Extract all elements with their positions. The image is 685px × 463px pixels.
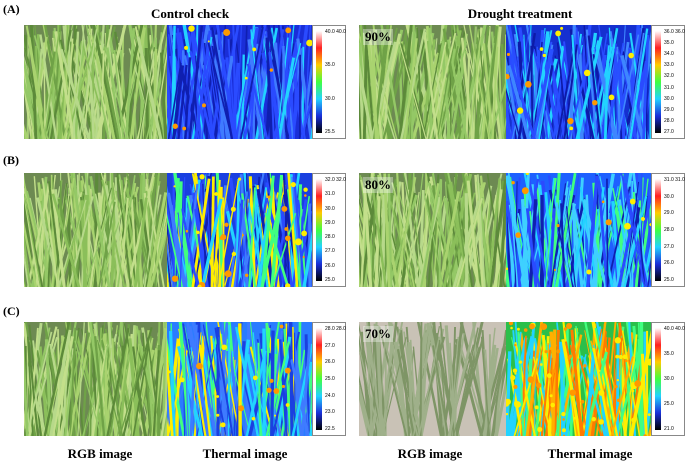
scale-tick-label: 40.0 40.0 bbox=[664, 326, 685, 332]
scale-tick-label: 32.0 32.0 bbox=[325, 177, 346, 183]
scale-tick-label: 23.0 bbox=[325, 409, 335, 416]
scale-tick-label: 35.0 bbox=[664, 40, 674, 47]
scale-tick-label: 26.0 bbox=[325, 262, 335, 269]
control-thermal-photo bbox=[167, 322, 312, 436]
scale-tick-label: 31.0 bbox=[325, 191, 335, 198]
scale-tick-label: 36.0 36.0 bbox=[664, 29, 685, 35]
scale-tick-label: 25.0 bbox=[325, 277, 335, 283]
color-gradient bbox=[316, 328, 322, 430]
scale-tick-label: 25.0 bbox=[664, 401, 674, 407]
drought-rgb-photo bbox=[359, 322, 506, 436]
scale-tick-label: 27.0 bbox=[325, 342, 335, 349]
scale-tick-label: 31.0 bbox=[664, 84, 674, 91]
control-rgb-photo bbox=[24, 173, 167, 287]
scale-tick-label: 28.0 bbox=[664, 117, 674, 124]
control-thermal-photo bbox=[167, 25, 312, 139]
color-gradient bbox=[316, 179, 322, 281]
scale-tick-label: 25.0 bbox=[664, 277, 674, 283]
row-label-a: (A) bbox=[3, 2, 20, 16]
scale-tick-label: 21.0 bbox=[664, 426, 674, 432]
scale-tick-label: 30.0 bbox=[664, 376, 674, 382]
scale-tick-label: 28.0 bbox=[664, 227, 674, 233]
scale-tick-label: 35.0 bbox=[664, 351, 674, 357]
row-label-c: (C) bbox=[3, 304, 20, 318]
scale-tick-label: 29.0 bbox=[664, 106, 674, 113]
temperature-scale-bar: 36.0 36.0 35.0 34.0 33.0 32.0 31.0 30.0 29.0 28.… bbox=[651, 25, 685, 139]
control-rgb-photo bbox=[24, 25, 167, 139]
temperature-scale-bar: 40.0 40.0 35.0 30.0 25.5 bbox=[312, 25, 346, 139]
temperature-scale-bar: 32.0 32.0 31.0 30.0 29.0 28.0 27.0 26.0 25.0 bbox=[312, 173, 346, 287]
control-rgb-photo bbox=[24, 322, 167, 436]
color-gradient bbox=[655, 179, 661, 281]
scale-tick-label: 30.0 bbox=[664, 193, 674, 200]
scale-tick-label: 28.0 28.0 bbox=[325, 326, 346, 332]
drought-thermal-photo bbox=[506, 173, 651, 287]
scale-tick-label: 28.0 bbox=[325, 234, 335, 241]
temperature-scale-bar: 31.0 31.0 30.0 29.0 28.0 27.0 26.0 25.0 bbox=[651, 173, 685, 287]
scale-tick-label: 30.0 bbox=[664, 95, 674, 102]
scale-tick-label: 25.5 bbox=[325, 129, 335, 135]
color-gradient bbox=[655, 31, 661, 133]
water-level-percent-label: 80% bbox=[363, 177, 393, 193]
drought-thermal-photo bbox=[506, 25, 651, 139]
water-level-percent-label: 90% bbox=[363, 29, 393, 45]
scale-tick-label: 25.0 bbox=[325, 376, 335, 382]
scale-tick-label: 30.0 bbox=[325, 95, 335, 102]
scale-tick-label: 29.0 bbox=[664, 210, 674, 217]
thermal-image-caption-left: Thermal image bbox=[202, 446, 288, 461]
scale-tick-label: 34.0 bbox=[664, 51, 674, 58]
scale-tick-label: 26.0 bbox=[664, 260, 674, 267]
scale-tick-label: 29.0 bbox=[325, 219, 335, 226]
rgb-image-caption-left: RGB image bbox=[67, 446, 133, 461]
drought-thermal-photo bbox=[506, 322, 651, 436]
temperature-scale-bar: 28.0 28.0 27.0 26.0 25.0 24.0 23.0 22.5 bbox=[312, 322, 346, 436]
color-gradient bbox=[655, 328, 661, 430]
color-gradient bbox=[316, 31, 322, 133]
scale-tick-label: 35.0 bbox=[325, 62, 335, 69]
scale-tick-label: 26.0 bbox=[325, 359, 335, 366]
scale-tick-label: 24.0 bbox=[325, 392, 335, 399]
scale-tick-label: 27.0 bbox=[664, 243, 674, 250]
drought-rgb-photo bbox=[359, 25, 506, 139]
scale-tick-label: 40.0 40.0 bbox=[325, 29, 346, 35]
rgb-image-caption-right: RGB image bbox=[397, 446, 463, 461]
row-label-b: (B) bbox=[3, 153, 19, 167]
thermal-image-caption-right: Thermal image bbox=[547, 446, 633, 461]
scale-tick-label: 31.0 31.0 bbox=[664, 177, 685, 183]
scale-tick-label: 27.0 bbox=[325, 248, 335, 255]
control-thermal-photo bbox=[167, 173, 312, 287]
scale-tick-label: 22.5 bbox=[325, 426, 335, 432]
drought-rgb-photo bbox=[359, 173, 506, 287]
scale-tick-label: 30.0 bbox=[325, 205, 335, 212]
scale-tick-label: 32.0 bbox=[664, 73, 674, 80]
scale-tick-label: 33.0 bbox=[664, 62, 674, 69]
temperature-scale-bar: 40.0 40.0 35.0 30.0 25.0 21.0 bbox=[651, 322, 685, 436]
drought-treatment-header: Drought treatment bbox=[467, 6, 573, 21]
scale-tick-label: 27.0 bbox=[664, 129, 674, 135]
water-level-percent-label: 70% bbox=[363, 326, 393, 342]
control-check-header: Control check bbox=[150, 6, 230, 21]
